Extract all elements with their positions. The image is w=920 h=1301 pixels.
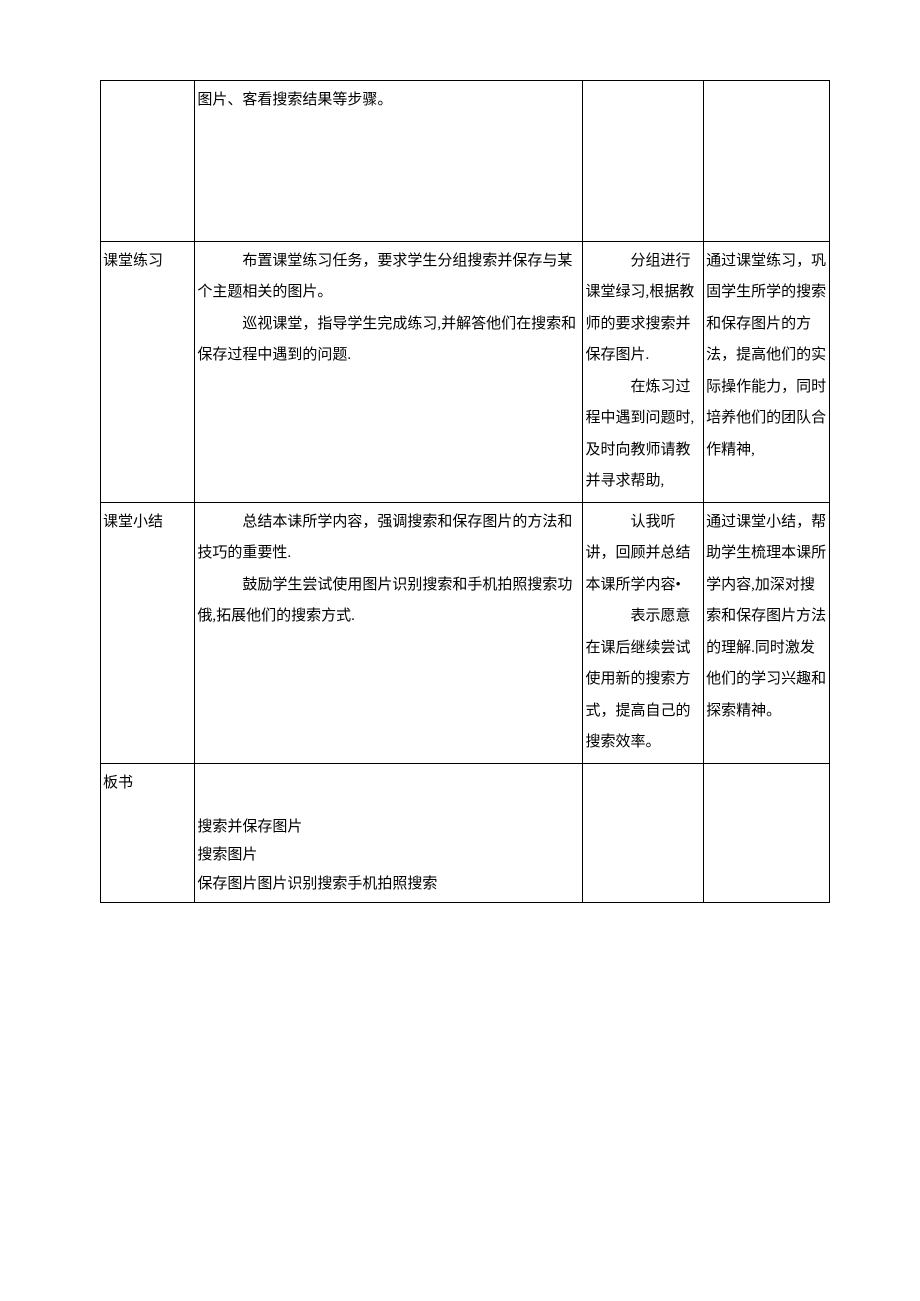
cell-student-activity (583, 763, 704, 903)
cell-teacher-activity: 布置课堂练习任务，要求学生分组搜索并保存与某个主题相关的图片。 巡视课堂，指导学… (195, 241, 583, 502)
cell-student-activity: 认我听讲，回顾并总结本课所学内容• 表示愿意在课后继续尝试使用新的搜索方式，提高… (583, 502, 704, 763)
cell-purpose: 通过课堂小结，帮助学生梳理本课所学内容,加深对搜索和保存图片方法的理解.同时激发… (704, 502, 830, 763)
paragraph: 布置课堂练习任务，要求学生分组搜索并保存与某个主题相关的图片。 (197, 246, 580, 309)
cell-stage: 课堂练习 (101, 241, 195, 502)
cell-purpose (704, 81, 830, 242)
cell-stage (101, 81, 195, 242)
cell-purpose (704, 763, 830, 903)
cell-board-content: 搜索并保存图片 搜索图片 保存图片图片识别搜索手机拍照搜索 (195, 763, 583, 903)
board-line: 搜索图片 (197, 841, 580, 870)
cell-student-activity (583, 81, 704, 242)
paragraph: 分组进行课堂绿习,根据教师的要求搜索并保存图片. (585, 246, 701, 372)
paragraph: 表示愿意在课后继续尝试使用新的搜索方式，提高自己的搜索效率。 (585, 601, 701, 759)
paragraph: 在炼习过程中遇到问题时,及时向教师请教并寻求帮助, (585, 372, 701, 498)
cell-stage: 板书 (101, 763, 195, 903)
table-row: 课堂小结 总结本诔所学内容，强调搜索和保存图片的方法和技巧的重要性. 鼓励学生尝… (101, 502, 830, 763)
paragraph: 巡视课堂，指导学生完成练习,并解答他们在搜索和保存过程中遇到的问题. (197, 309, 580, 372)
paragraph: 鼓励学生尝试使用图片识别搜索和手机拍照搜索功俄,拓展他们的搜索方式. (197, 570, 580, 633)
table-row: 图片、客看搜索结果等步骤。 (101, 81, 830, 242)
lesson-plan-table: 图片、客看搜索结果等步骤。 课堂练习 布置课堂练习任务，要求学生分组搜索并保存与… (100, 80, 830, 903)
table-row: 课堂练习 布置课堂练习任务，要求学生分组搜索并保存与某个主题相关的图片。 巡视课… (101, 241, 830, 502)
board-line: 保存图片图片识别搜索手机拍照搜索 (197, 870, 580, 899)
paragraph: 总结本诔所学内容，强调搜索和保存图片的方法和技巧的重要性. (197, 507, 580, 570)
board-line: 搜索并保存图片 (197, 813, 580, 842)
cell-text: 图片、客看搜索结果等步骤。 (197, 92, 392, 108)
cell-student-activity: 分组进行课堂绿习,根据教师的要求搜索并保存图片. 在炼习过程中遇到问题时,及时向… (583, 241, 704, 502)
cell-teacher-activity: 图片、客看搜索结果等步骤。 (195, 81, 583, 242)
cell-text: 通过课堂小结，帮助学生梳理本课所学内容,加深对搜索和保存图片方法的理解.同时激发… (706, 514, 826, 719)
cell-purpose: 通过课堂练习，巩固学生所学的搜索和保存图片的方法，提高他们的实际操作能力，同时培… (704, 241, 830, 502)
cell-text: 通过课堂练习，巩固学生所学的搜索和保存图片的方法，提高他们的实际操作能力，同时培… (706, 253, 826, 458)
paragraph: 认我听讲，回顾并总结本课所学内容• (585, 507, 701, 602)
table-row: 板书 搜索并保存图片 搜索图片 保存图片图片识别搜索手机拍照搜索 (101, 763, 830, 903)
cell-teacher-activity: 总结本诔所学内容，强调搜索和保存图片的方法和技巧的重要性. 鼓励学生尝试使用图片… (195, 502, 583, 763)
cell-stage: 课堂小结 (101, 502, 195, 763)
